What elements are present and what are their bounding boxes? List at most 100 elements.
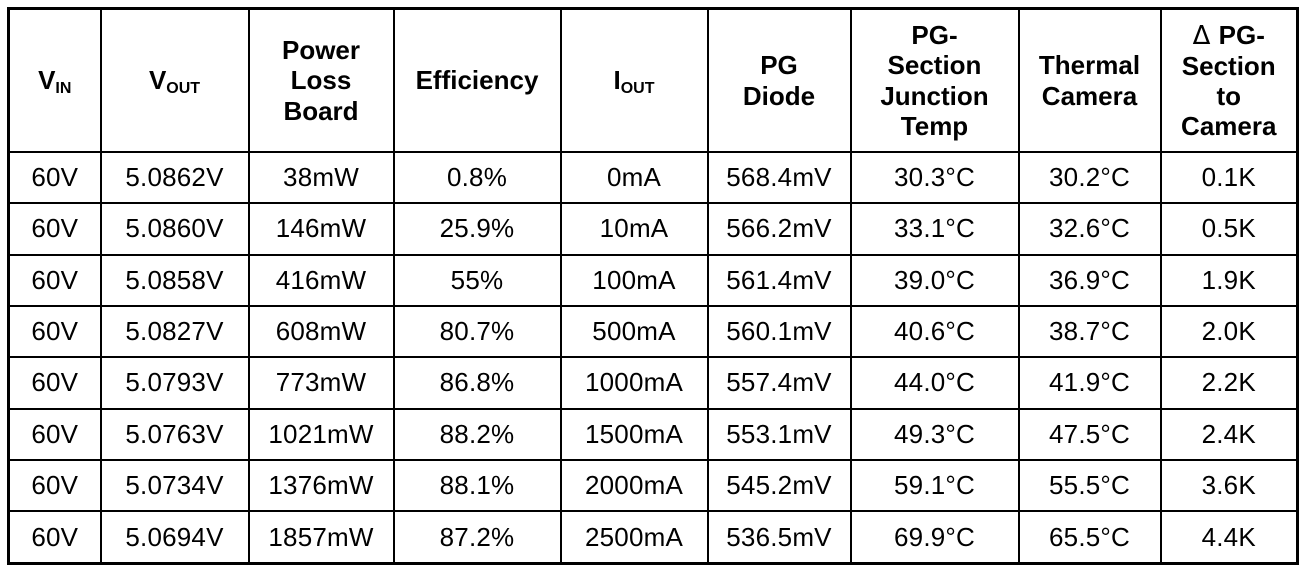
- cell-efficiency: 0.8%: [392, 150, 562, 205]
- cell-thermal-camera: 47.5°C: [1017, 407, 1162, 461]
- cell-pg-section-junction-temp: 49.3°C: [849, 407, 1020, 461]
- cell-power-loss-board: 608mW: [247, 304, 395, 359]
- column-header-pg-diode: PG Diode: [706, 7, 852, 153]
- cell-pg-diode: 557.4mV: [706, 356, 852, 410]
- cell-power-loss-board: 773mW: [247, 356, 395, 410]
- header-line: Camera: [1041, 80, 1138, 111]
- cell-pg-diode: 545.2mV: [706, 458, 852, 513]
- column-header-pg-section-junction-temp: PG- Section Junction Temp: [849, 7, 1020, 153]
- cell-iout: 500mA: [559, 304, 709, 359]
- cell-vin: 60V: [7, 253, 102, 307]
- cell-delta-pg-section-to-camera: 0.1K: [1159, 150, 1299, 205]
- column-header-efficiency: Efficiency: [392, 7, 562, 153]
- cell-delta-pg-section-to-camera: 2.4K: [1159, 407, 1299, 461]
- cell-iout: 1000mA: [559, 356, 709, 410]
- column-header-thermal-camera: Thermal Camera: [1017, 7, 1162, 153]
- cell-delta-pg-section-to-camera: 2.0K: [1159, 304, 1299, 359]
- header-line: Power: [281, 35, 361, 66]
- cell-vin: 60V: [7, 150, 102, 205]
- header-line: PG-: [911, 20, 958, 51]
- cell-pg-section-junction-temp: 30.3°C: [849, 150, 1020, 205]
- header-subscript: IN: [55, 80, 72, 98]
- cell-delta-pg-section-to-camera: 3.6K: [1159, 458, 1299, 513]
- table-row: 60V 5.0793V 773mW 86.8% 1000mA 557.4mV 44.0°C 4…: [7, 356, 1299, 410]
- table-row: 60V 5.0694V 1857mW 87.2% 2500mA 536.5mV 69.9°C…: [7, 510, 1299, 565]
- cell-pg-section-junction-temp: 69.9°C: [849, 510, 1020, 565]
- cell-pg-section-junction-temp: 59.1°C: [849, 458, 1020, 513]
- cell-iout: 100mA: [559, 253, 709, 307]
- cell-thermal-camera: 55.5°C: [1017, 458, 1162, 513]
- cell-pg-section-junction-temp: 40.6°C: [849, 304, 1020, 359]
- cell-iout: 0mA: [559, 150, 709, 205]
- cell-vin: 60V: [7, 202, 102, 256]
- header-line: PG: [760, 50, 798, 81]
- cell-efficiency: 55%: [392, 253, 562, 307]
- column-header-power-loss-board: Power Loss Board: [247, 7, 395, 153]
- cell-pg-section-junction-temp: 44.0°C: [849, 356, 1020, 410]
- cell-thermal-camera: 65.5°C: [1017, 510, 1162, 565]
- cell-pg-diode: 568.4mV: [706, 150, 852, 205]
- column-header-iout: IOUT: [559, 7, 709, 153]
- cell-vin: 60V: [7, 407, 102, 461]
- cell-vout: 5.0694V: [99, 510, 250, 565]
- header-line: Board: [283, 95, 359, 126]
- column-header-vin: VIN: [7, 7, 102, 153]
- cell-pg-diode: 560.1mV: [706, 304, 852, 359]
- cell-thermal-camera: 30.2°C: [1017, 150, 1162, 205]
- cell-delta-pg-section-to-camera: 2.2K: [1159, 356, 1299, 410]
- cell-vin: 60V: [7, 304, 102, 359]
- cell-efficiency: 80.7%: [392, 304, 562, 359]
- header-line: Δ PG-: [1192, 19, 1265, 51]
- cell-vout: 5.0793V: [99, 356, 250, 410]
- cell-efficiency: 88.1%: [392, 458, 562, 513]
- cell-thermal-camera: 41.9°C: [1017, 356, 1162, 410]
- header-line: Thermal: [1038, 50, 1141, 81]
- header-subscript: OUT: [620, 80, 655, 98]
- header-line: Diode: [742, 80, 816, 111]
- cell-vout: 5.0862V: [99, 150, 250, 205]
- header-line: to: [1216, 81, 1242, 111]
- cell-power-loss-board: 1021mW: [247, 407, 395, 461]
- cell-efficiency: 88.2%: [392, 407, 562, 461]
- cell-delta-pg-section-to-camera: 0.5K: [1159, 202, 1299, 256]
- cell-pg-diode: 536.5mV: [706, 510, 852, 565]
- table-row: 60V 5.0734V 1376mW 88.1% 2000mA 545.2mV 59.1°C…: [7, 458, 1299, 513]
- table-row: 60V 5.0827V 608mW 80.7% 500mA 560.1mV 40.6°C 38…: [7, 304, 1299, 359]
- cell-delta-pg-section-to-camera: 1.9K: [1159, 253, 1299, 307]
- cell-vout: 5.0763V: [99, 407, 250, 461]
- cell-power-loss-board: 1857mW: [247, 510, 395, 565]
- cell-power-loss-board: 416mW: [247, 253, 395, 307]
- header-subscript: OUT: [166, 80, 201, 98]
- cell-thermal-camera: 36.9°C: [1017, 253, 1162, 307]
- cell-thermal-camera: 32.6°C: [1017, 202, 1162, 256]
- cell-pg-section-junction-temp: 33.1°C: [849, 202, 1020, 256]
- header-line: Camera: [1181, 111, 1277, 142]
- table-row: 60V 5.0858V 416mW 55% 100mA 561.4mV 39.0°C 36.9…: [7, 253, 1299, 307]
- cell-power-loss-board: 146mW: [247, 202, 395, 256]
- table-row: 60V 5.0862V 38mW 0.8% 0mA 568.4mV 30.3°C 30.2°C…: [7, 150, 1299, 205]
- column-header-vout: VOUT: [99, 7, 250, 153]
- cell-efficiency: 25.9%: [392, 202, 562, 256]
- delta-symbol: Δ: [1192, 20, 1219, 51]
- cell-vout: 5.0734V: [99, 458, 250, 513]
- cell-vin: 60V: [7, 458, 102, 513]
- header-line: Temp: [900, 110, 969, 141]
- cell-iout: 2000mA: [559, 458, 709, 513]
- table-row: 60V 5.0860V 146mW 25.9% 10mA 566.2mV 33.1°C 32.…: [7, 202, 1299, 256]
- cell-iout: 10mA: [559, 202, 709, 256]
- header-line: Junction: [880, 80, 989, 111]
- header-line: Efficiency: [415, 65, 539, 96]
- cell-iout: 2500mA: [559, 510, 709, 565]
- table-header: VIN VOUT Power Loss Board Efficiency IOUT PG Dio…: [7, 7, 1299, 153]
- cell-vout: 5.0860V: [99, 202, 250, 256]
- cell-iout: 1500mA: [559, 407, 709, 461]
- cell-pg-diode: 553.1mV: [706, 407, 852, 461]
- header-symbol: V: [148, 65, 167, 96]
- table-row: 60V 5.0763V 1021mW 88.2% 1500mA 553.1mV 49.3°C…: [7, 407, 1299, 461]
- column-header-delta-pg-section-to-camera: Δ PG- Section to Camera: [1159, 7, 1299, 153]
- table-body: 60V 5.0862V 38mW 0.8% 0mA 568.4mV 30.3°C 30.2°C…: [7, 150, 1299, 565]
- measurement-table: VIN VOUT Power Loss Board Efficiency IOUT PG Dio…: [7, 7, 1299, 565]
- cell-pg-diode: 561.4mV: [706, 253, 852, 307]
- cell-vin: 60V: [7, 510, 102, 565]
- cell-power-loss-board: 1376mW: [247, 458, 395, 513]
